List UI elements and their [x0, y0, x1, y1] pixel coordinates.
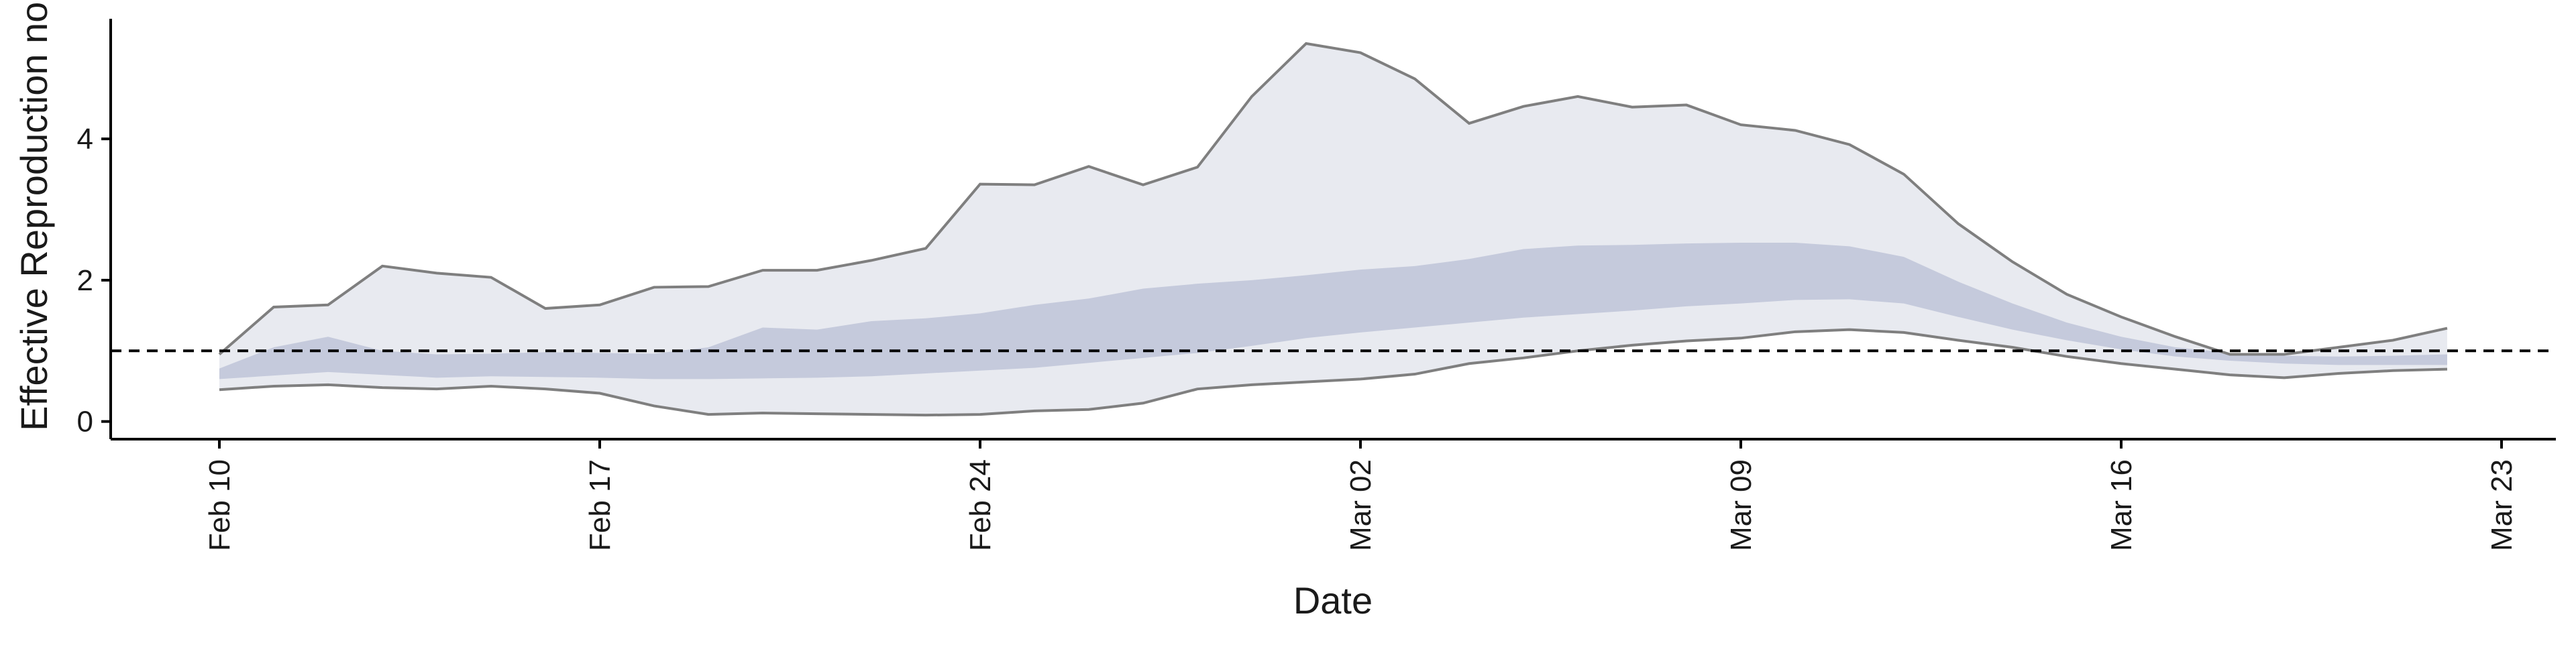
x-tick-label: Mar 09: [1725, 459, 1758, 551]
y-axis-title-group: Effective Reproduction no.: [13, 0, 55, 431]
x-axis-title: Date: [1293, 579, 1373, 622]
x-tick-label: Mar 16: [2105, 459, 2138, 551]
y-tick-label: 4: [77, 123, 93, 156]
x-tick-label: Feb 10: [203, 459, 236, 551]
outer-band: [219, 43, 2447, 416]
y-tick-label: 0: [77, 406, 93, 438]
outer-lower-line: [219, 328, 2448, 417]
credible-interval-bands: [219, 43, 2447, 416]
inner-band: [219, 243, 2447, 379]
y-tick-label: 2: [77, 264, 93, 297]
axes: 0 2 4 Feb 10 Feb 17 Feb 24 Mar 02 Mar 09 Mar 16 M…: [77, 19, 2556, 551]
x-tick-label: Mar 23: [2485, 459, 2518, 551]
x-tick-label: Feb 17: [584, 459, 616, 551]
x-tick-label: Mar 02: [1344, 459, 1377, 551]
x-tick-label: Feb 24: [964, 459, 997, 551]
interval-bound-lines: [218, 42, 2448, 417]
outer-upper-line: [218, 42, 2448, 356]
y-axis-title: Effective Reproduction no.: [13, 0, 55, 431]
